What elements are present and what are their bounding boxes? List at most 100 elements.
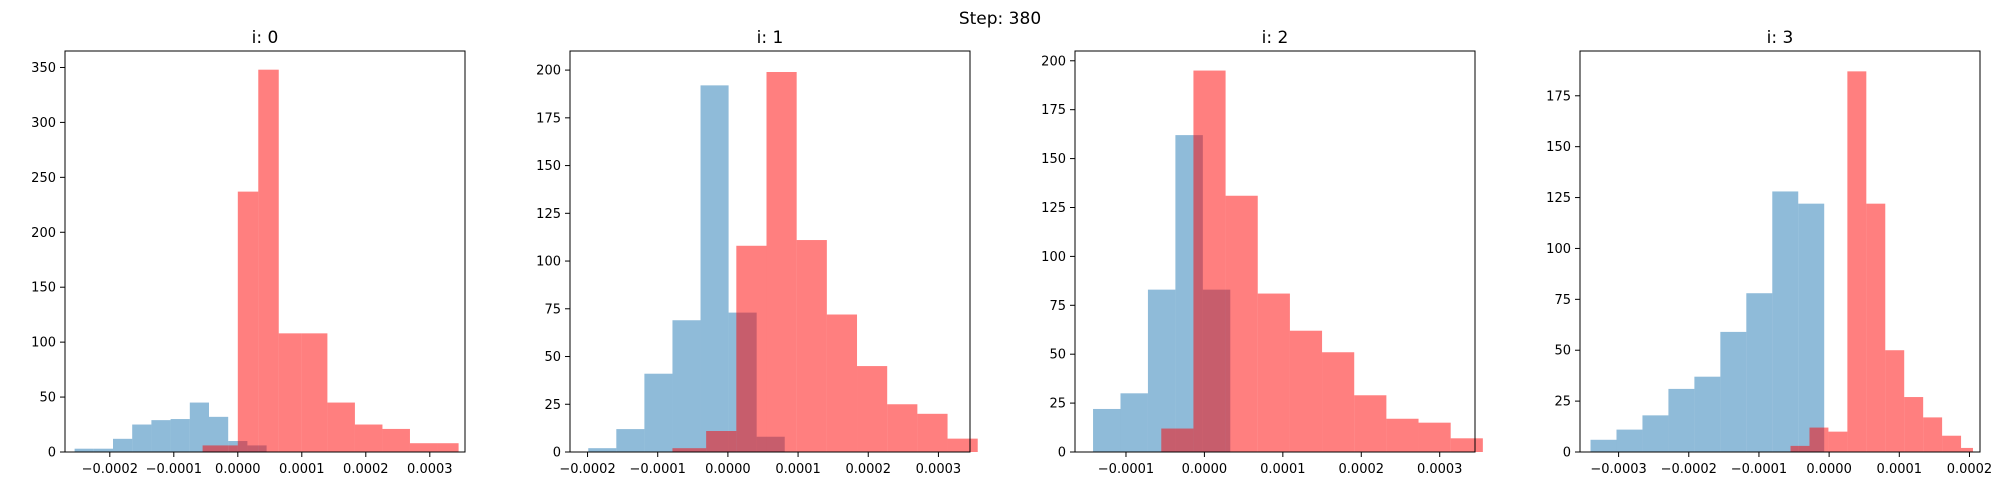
panel-title: i: 1 xyxy=(757,28,784,48)
red-histogram-bar xyxy=(1828,431,1848,452)
red-histogram-bar xyxy=(1904,397,1924,452)
panel-title: i: 0 xyxy=(252,28,279,48)
blue-histogram-bar xyxy=(1720,331,1747,452)
x-tick-label: 0.0000 xyxy=(705,462,751,477)
x-tick-label: −0.0002 xyxy=(559,462,615,477)
y-tick-label: 75 xyxy=(1049,299,1066,314)
red-histogram-bar xyxy=(1847,71,1867,453)
red-histogram-bar xyxy=(278,333,302,452)
axes-frame xyxy=(64,50,466,453)
red-histogram-bar xyxy=(437,443,459,452)
panel-title: i: 3 xyxy=(1767,28,1794,48)
x-tick-label: −0.0001 xyxy=(1731,462,1787,477)
x-tick-label: 0.0000 xyxy=(1806,462,1852,477)
x-tick-label: 0.0003 xyxy=(407,462,453,477)
red-histogram-bar xyxy=(1923,417,1943,452)
red-histogram-bar xyxy=(354,424,383,452)
y-tick-label: 0 xyxy=(553,446,561,461)
y-tick-label: 25 xyxy=(1554,395,1571,410)
axes-frame xyxy=(569,50,971,453)
blue-histogram-bar xyxy=(700,85,729,453)
x-tick-label: 0.0003 xyxy=(1417,462,1463,477)
y-tick-label: 25 xyxy=(544,398,561,413)
blue-histogram-bar xyxy=(616,429,645,452)
blue-histogram-bar xyxy=(113,438,133,452)
y-tick-label: 0 xyxy=(1563,446,1571,461)
blue-histogram-bar xyxy=(1772,191,1799,452)
blue-histogram-bar xyxy=(151,420,171,452)
y-tick-label: 250 xyxy=(31,171,56,186)
x-tick-label: 0.0001 xyxy=(775,462,821,477)
red-histogram-bar xyxy=(1961,447,1973,452)
blue-histogram-bar xyxy=(132,424,152,452)
axes-frame xyxy=(1074,50,1476,453)
y-tick-label: 50 xyxy=(1554,344,1571,359)
blue-histogram-bar xyxy=(1642,415,1669,452)
y-tick-label: 0 xyxy=(48,446,56,461)
red-histogram-bar xyxy=(947,438,978,452)
red-histogram-bar xyxy=(796,240,827,452)
y-tick-label: 175 xyxy=(1041,103,1066,118)
red-histogram-bar xyxy=(1225,195,1258,452)
blue-histogram-bar xyxy=(209,416,229,452)
red-histogram-bar xyxy=(301,333,328,452)
blue-histogram-bar xyxy=(1668,388,1695,452)
red-histogram-bar xyxy=(1866,203,1886,452)
bars-group xyxy=(588,72,978,453)
x-tick-label: −0.0001 xyxy=(630,462,686,477)
y-tick-label: 50 xyxy=(1049,348,1066,363)
y-tick-label: 100 xyxy=(1546,242,1571,257)
red-histogram-bar xyxy=(1289,330,1323,452)
blue-histogram-bar xyxy=(644,373,673,452)
blue-histogram-bar xyxy=(1120,393,1148,452)
y-tick-label: 100 xyxy=(536,255,561,270)
bars-group xyxy=(1093,70,1483,453)
blue-histogram-bar xyxy=(1616,429,1643,452)
y-tick-label: 175 xyxy=(536,111,561,126)
blue-histogram-bar xyxy=(1798,203,1825,452)
x-tick-label: 0.0001 xyxy=(279,462,325,477)
red-histogram-bar xyxy=(1386,418,1419,452)
red-histogram-bar xyxy=(1257,293,1290,452)
y-tick-label: 125 xyxy=(1546,191,1571,206)
x-tick-label: −0.0001 xyxy=(1098,462,1154,477)
red-histogram-bar xyxy=(917,413,948,452)
blue-histogram-bar xyxy=(189,402,209,452)
red-histogram-bar xyxy=(706,431,737,452)
blue-histogram-bar xyxy=(1093,408,1121,452)
red-histogram-bar xyxy=(1942,435,1962,452)
x-tick-label: 0.0002 xyxy=(845,462,891,477)
y-tick-label: 125 xyxy=(1041,201,1066,216)
histogram-panel: i: 1 −0.0002 −0.0001 0.0000 0.0001 0.0002 0.00… xyxy=(536,28,978,477)
y-tick-label: 200 xyxy=(1041,54,1066,69)
bars-group xyxy=(1590,71,1973,453)
blue-histogram-bar xyxy=(1590,439,1617,452)
red-histogram-bar xyxy=(237,191,259,452)
y-tick-label: 300 xyxy=(31,116,56,131)
red-histogram-bar xyxy=(1322,352,1355,452)
x-tick-label: −0.0001 xyxy=(146,462,202,477)
blue-histogram-bar xyxy=(672,320,701,452)
red-histogram-bar xyxy=(887,404,918,452)
y-tick-label: 50 xyxy=(39,391,56,406)
y-tick-label: 150 xyxy=(536,159,561,174)
x-tick-label: 0.0001 xyxy=(1260,462,1306,477)
y-tick-label: 200 xyxy=(536,64,561,79)
y-tick-label: 0 xyxy=(1058,446,1066,461)
y-tick-label: 150 xyxy=(1546,140,1571,155)
red-histogram-bar xyxy=(327,402,355,452)
red-histogram-bar xyxy=(1354,395,1387,452)
bars-group xyxy=(74,69,459,453)
y-tick-label: 25 xyxy=(1049,397,1066,412)
figure-suptitle: Step: 380 xyxy=(959,9,1041,29)
blue-histogram-bar xyxy=(170,419,190,452)
y-tick-label: 350 xyxy=(31,61,56,76)
red-histogram-bar xyxy=(202,445,229,452)
x-tick-label: −0.0002 xyxy=(1661,462,1717,477)
y-tick-label: 75 xyxy=(544,302,561,317)
y-tick-label: 100 xyxy=(1041,250,1066,265)
x-tick-label: −0.0003 xyxy=(1590,462,1646,477)
blue-histogram-bar xyxy=(74,448,94,452)
y-tick-label: 50 xyxy=(544,350,561,365)
blue-histogram-bar xyxy=(1147,289,1176,452)
